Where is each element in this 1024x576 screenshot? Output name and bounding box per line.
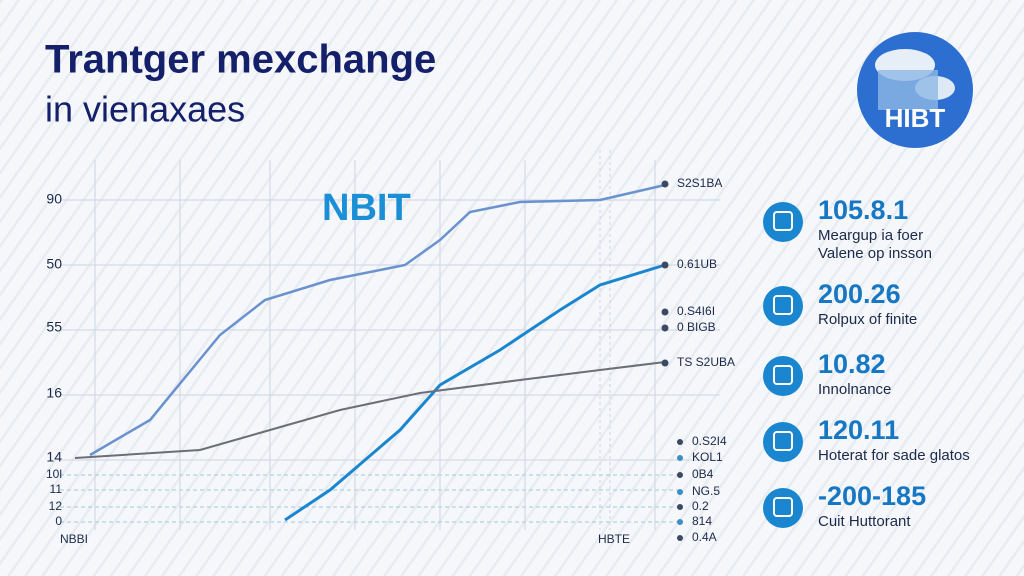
stat-value: 120.11 (818, 415, 899, 445)
end-label: 0.61UB (677, 257, 717, 271)
dot (677, 519, 683, 525)
stat-icon-glyph (773, 295, 793, 315)
lower-label: 0.4A (692, 530, 717, 544)
bottom-label: HBTE (598, 532, 630, 546)
y-label: 0 (55, 514, 62, 528)
stat-icon-glyph (773, 431, 793, 451)
end-label: S2S1BA (677, 176, 722, 190)
y-label: 10l (46, 467, 62, 481)
stat-icon (763, 488, 803, 528)
watermark: NBIT (322, 187, 411, 229)
dot (677, 504, 683, 510)
stat-label: Cuit Huttorant (818, 513, 911, 530)
y-label: 14 (46, 449, 62, 465)
title: in vienaxaes (45, 89, 245, 130)
stat-icon (763, 286, 803, 326)
stat-label: Meargup ia foer (818, 227, 923, 244)
dot (661, 180, 669, 188)
dot (661, 261, 669, 269)
y-label: 16 (46, 385, 62, 401)
end-label: 0.S4I6I (677, 304, 715, 318)
stat-value: 105.8.1 (818, 195, 908, 225)
line (74, 361, 666, 459)
stat-label: Hoterat for sade glatos (818, 447, 970, 464)
stat-icon (763, 202, 803, 242)
bottom-label: NBBI (60, 532, 88, 546)
lower-label: 0B4 (692, 467, 714, 481)
stat-value: -200-185 (818, 481, 926, 511)
dot (661, 359, 669, 367)
end-label: 0 BIGB (677, 320, 716, 334)
y-label: 90 (46, 191, 62, 207)
y-label: 12 (49, 499, 63, 513)
y-label: 50 (46, 256, 62, 272)
y-label: 55 (46, 319, 62, 335)
lower-label: 814 (692, 514, 712, 528)
stat-icon (763, 422, 803, 462)
stat-value: 200.26 (818, 279, 901, 309)
y-label: 11 (50, 482, 63, 496)
dot (661, 324, 669, 332)
dot (677, 455, 683, 461)
lower-label: 0.2 (692, 499, 709, 513)
logo: HIBT (857, 32, 973, 148)
stat-icon-glyph (773, 497, 793, 517)
grid (60, 150, 720, 530)
stat-label: Rolpux of finite (818, 311, 917, 328)
title: Trantger mexchange (45, 38, 436, 82)
line (284, 263, 666, 522)
stat-icon-glyph (773, 365, 793, 385)
stat-icon (763, 356, 803, 396)
logo-text: HIBT (885, 103, 946, 133)
lower-label: 0.S2I4 (692, 434, 727, 448)
stat-icon-glyph (773, 211, 793, 231)
stat-value: 10.82 (818, 349, 886, 379)
end-label: TS S2UBA (677, 355, 735, 369)
stat-label: Valene op insson (818, 245, 932, 262)
dot (677, 489, 683, 495)
dot (677, 535, 683, 541)
dot (661, 308, 669, 316)
dot (677, 472, 683, 478)
stat-label: Innolnance (818, 381, 891, 398)
line (89, 183, 666, 457)
dot (677, 439, 683, 445)
lower-label: KOL1 (692, 450, 723, 464)
lower-label: NG.5 (692, 484, 720, 498)
